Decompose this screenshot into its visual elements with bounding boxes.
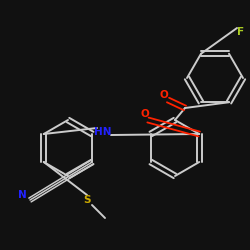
Text: S: S <box>83 195 91 205</box>
Text: O: O <box>160 90 168 100</box>
Text: O: O <box>140 109 149 119</box>
Text: F: F <box>238 27 244 37</box>
Text: HN: HN <box>94 127 112 137</box>
Text: N: N <box>18 190 26 200</box>
